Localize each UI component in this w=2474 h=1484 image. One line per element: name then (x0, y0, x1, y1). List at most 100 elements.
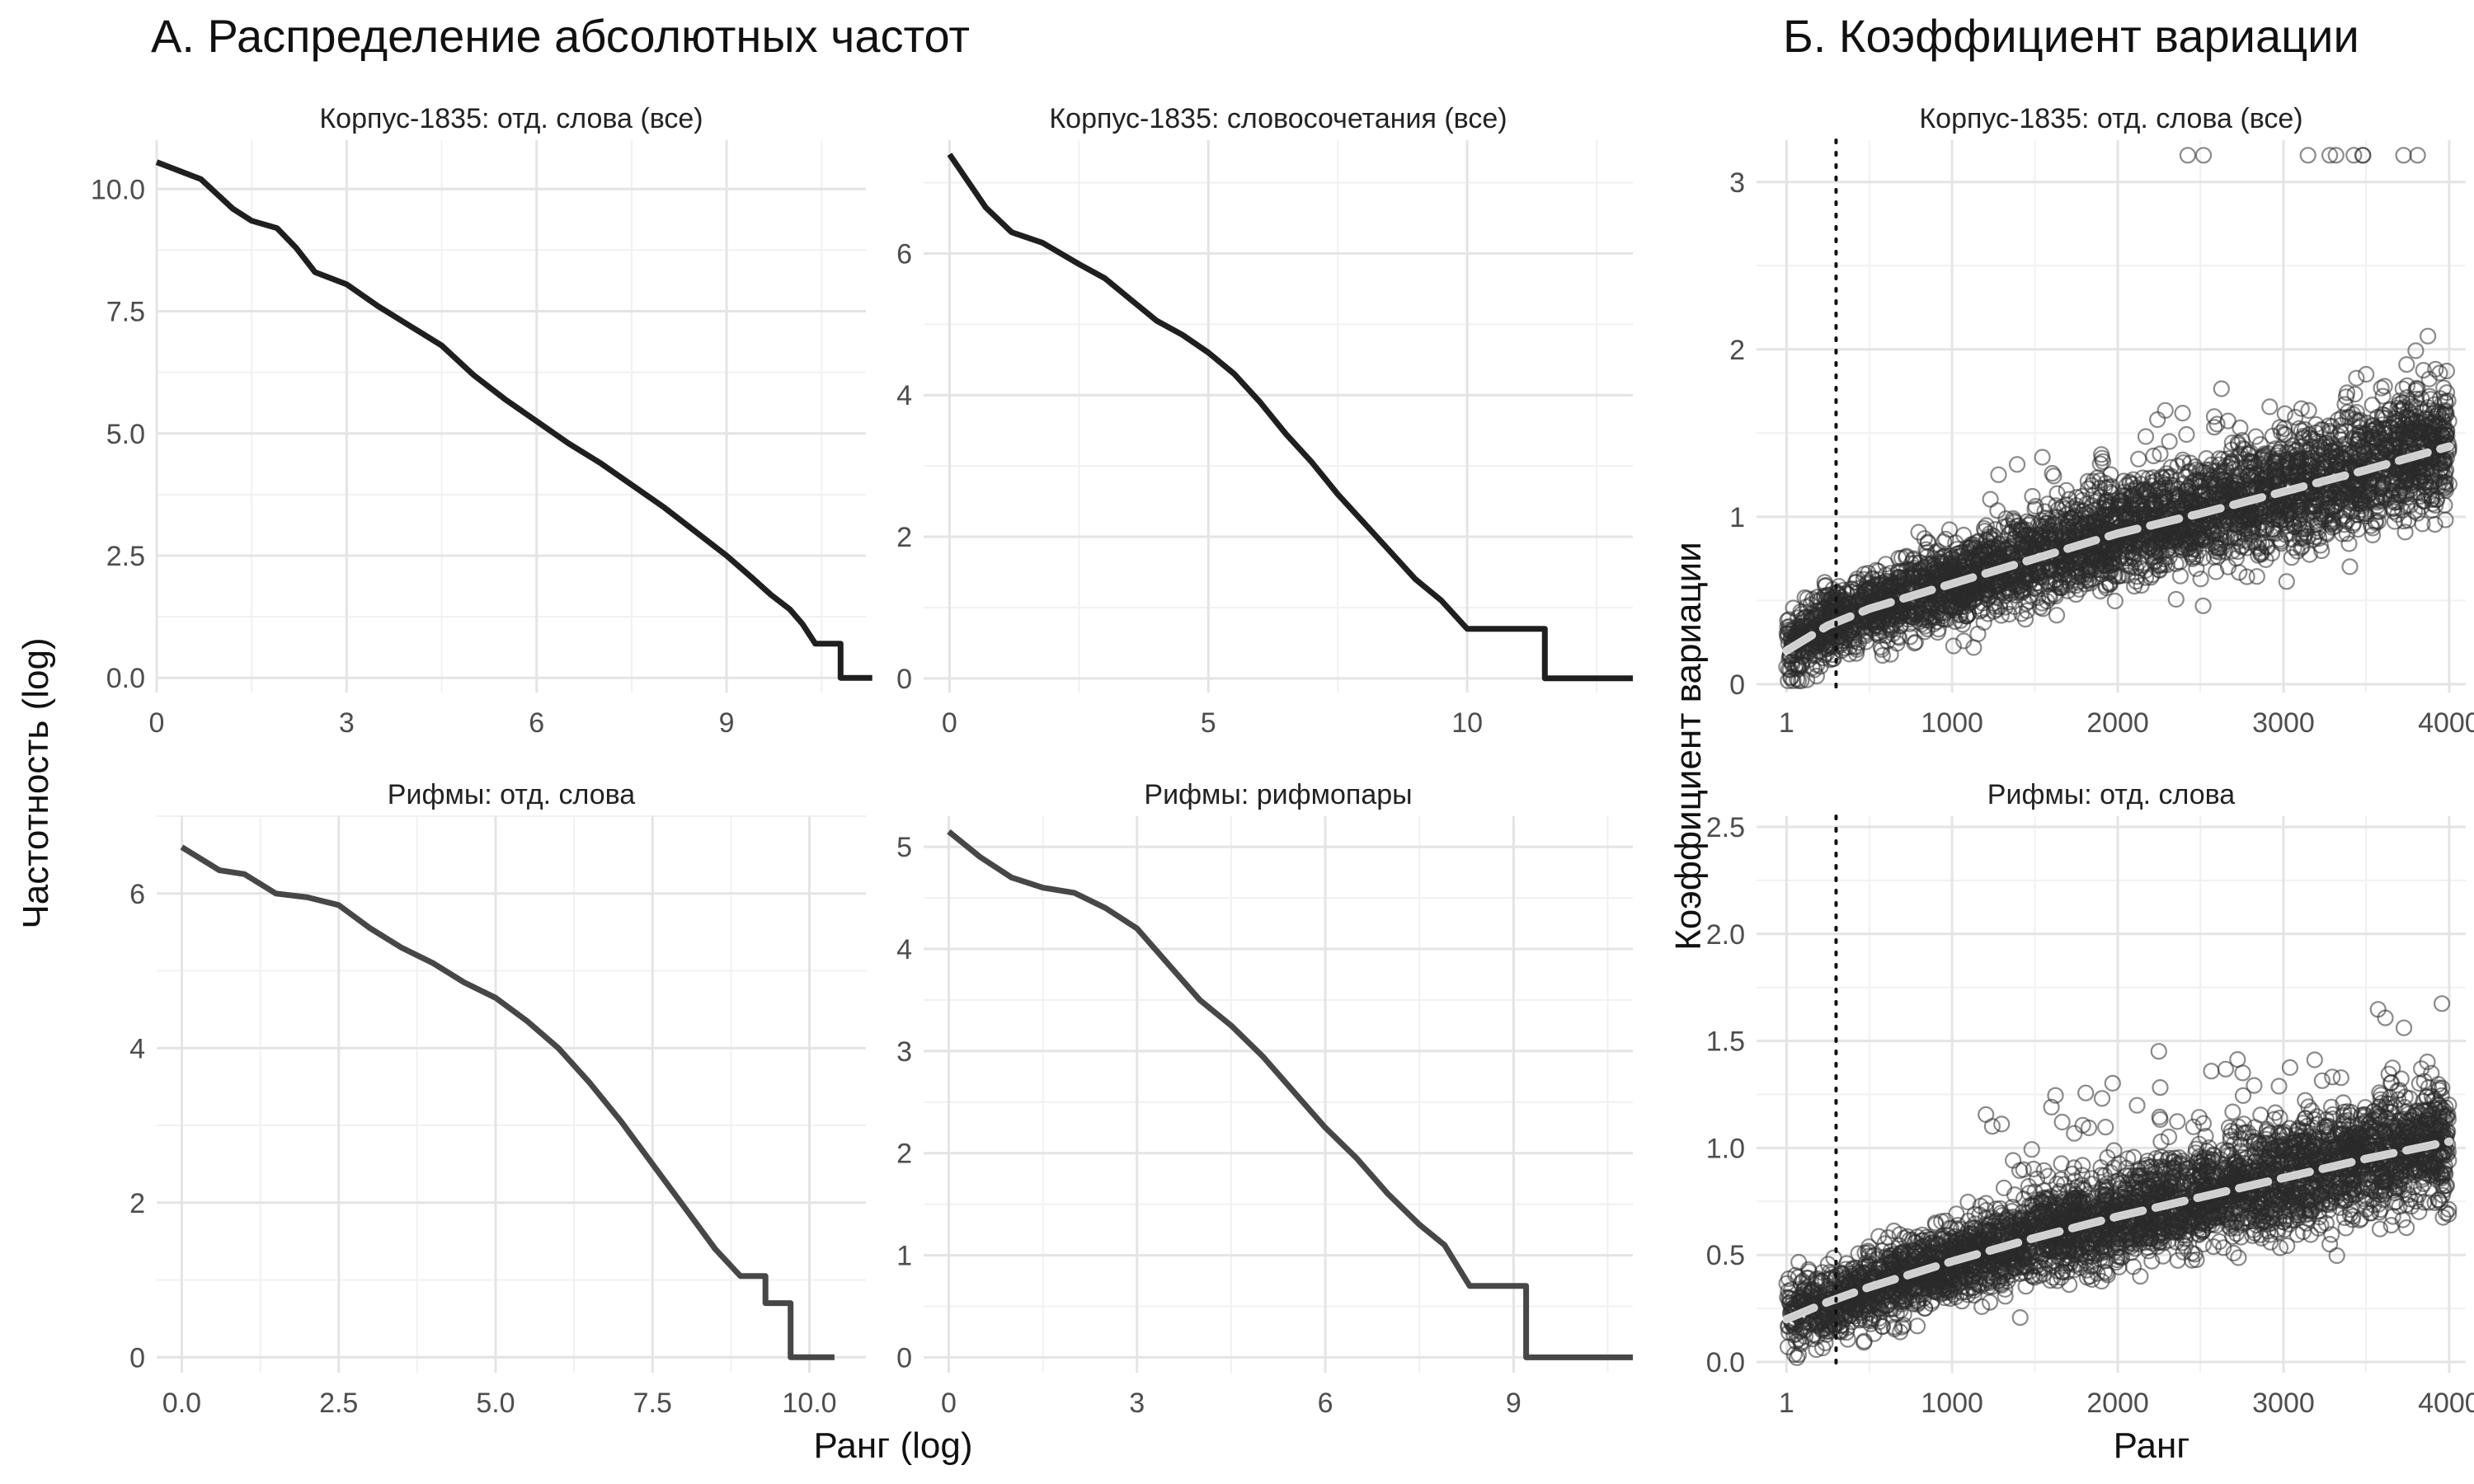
data-point (2171, 567, 2189, 585)
data-point (2137, 428, 2155, 445)
data-point (2415, 362, 2432, 379)
data-point (2208, 542, 2225, 560)
data-point (2425, 405, 2442, 422)
data-point (1992, 575, 2009, 593)
data-point (2290, 420, 2308, 437)
x-tick-label: 4000 (2418, 1388, 2474, 1419)
x-tick-label: 0 (941, 1388, 957, 1419)
data-point (1970, 548, 1987, 566)
data-point (2438, 461, 2455, 479)
data-point (1785, 672, 1802, 689)
data-point (1910, 524, 1927, 541)
data-point (2167, 590, 2185, 608)
data-point (2024, 487, 2041, 505)
data-point (2435, 473, 2453, 491)
frequency-line (947, 829, 1633, 1360)
data-point (2327, 147, 2345, 164)
x-tick-label: 2.5 (319, 1388, 358, 1419)
x-tick-label: 1 (1779, 1388, 1794, 1419)
data-point (2265, 524, 2282, 542)
data-point (1937, 530, 1954, 548)
y-tick-label: 1 (896, 1241, 912, 1272)
data-point (2233, 509, 2251, 526)
data-point (2102, 466, 2119, 483)
panel-b-title: Б. Коэффициент вариации (1783, 10, 2359, 62)
facet-title: Рифмы: отд. слова (1987, 779, 2235, 810)
data-point (2032, 518, 2049, 535)
x-tick-label: 0.0 (162, 1388, 201, 1419)
data-point (1916, 530, 1933, 547)
data-point (2126, 577, 2143, 595)
data-point (2178, 425, 2195, 444)
data-point (2194, 147, 2213, 164)
data-point (2238, 568, 2255, 585)
data-point (1958, 607, 1975, 625)
data-point (2147, 552, 2164, 571)
data-point (2101, 575, 2119, 593)
y-tick-label: 4 (896, 934, 912, 965)
data-point (1982, 540, 2000, 557)
y-tick-label: 0.5 (1706, 1240, 1745, 1271)
data-point (2339, 409, 2356, 426)
data-point (2179, 147, 2196, 164)
y-tick-label: 3 (1729, 167, 1745, 199)
data-point (1837, 639, 1854, 657)
data-point (1782, 669, 1799, 687)
data-point (2301, 430, 2318, 447)
data-point (2386, 513, 2403, 530)
data-point (2194, 549, 2212, 566)
data-point (1808, 589, 1826, 606)
data-point (2340, 535, 2358, 552)
data-point (2293, 430, 2311, 448)
data-point (2349, 412, 2366, 430)
data-point (2048, 497, 2065, 514)
data-point (2438, 362, 2455, 380)
data-point (1990, 466, 2007, 483)
data-point (2242, 453, 2260, 471)
data-point (2206, 419, 2223, 436)
data-point (2373, 379, 2390, 397)
data-point (2011, 521, 2029, 538)
data-point (2013, 605, 2030, 622)
data-point (2421, 387, 2439, 405)
data-point (2134, 469, 2152, 486)
data-point (2001, 605, 2018, 623)
data-point (1955, 632, 1973, 650)
data-point (2250, 540, 2267, 557)
data-point (1959, 606, 1977, 623)
x-tick-label: 0 (149, 707, 165, 739)
y-tick-label: 4 (896, 380, 912, 411)
x-tick-label: 4000 (2418, 707, 2474, 739)
data-point (2420, 327, 2437, 345)
data-point (2436, 480, 2453, 497)
x-tick-label: 9 (719, 707, 735, 739)
data-point (2252, 543, 2270, 561)
data-point (2321, 147, 2339, 164)
data-point (2008, 456, 2026, 473)
data-point (1882, 646, 1899, 663)
x-tick-label: 3 (1129, 1388, 1145, 1419)
data-point (2395, 147, 2412, 164)
data-point (2197, 528, 2214, 546)
frequency-line (155, 159, 872, 681)
x-tick-label: 5.0 (476, 1388, 515, 1419)
data-point (2153, 468, 2171, 486)
y-tick-label: 7.5 (106, 297, 145, 328)
data-point (1874, 646, 1891, 665)
x-tick-label: 6 (1318, 1388, 1333, 1419)
data-point (1967, 539, 1984, 557)
data-point (2243, 505, 2260, 523)
data-point (2341, 558, 2359, 575)
data-point (2085, 487, 2102, 505)
panel-a-title: А. Распределение абсолютных частот (151, 10, 970, 62)
data-point (2164, 536, 2182, 554)
data-point (1905, 550, 1922, 567)
facet-title: Корпус-1835: отд. слова (все) (319, 103, 703, 134)
data-point (2335, 516, 2353, 533)
data-point (1986, 598, 2003, 615)
data-point (2295, 450, 2313, 467)
data-point (2261, 398, 2279, 416)
data-point (2276, 405, 2293, 422)
x-tick-label: 3000 (2252, 707, 2315, 739)
data-point (2407, 342, 2425, 359)
